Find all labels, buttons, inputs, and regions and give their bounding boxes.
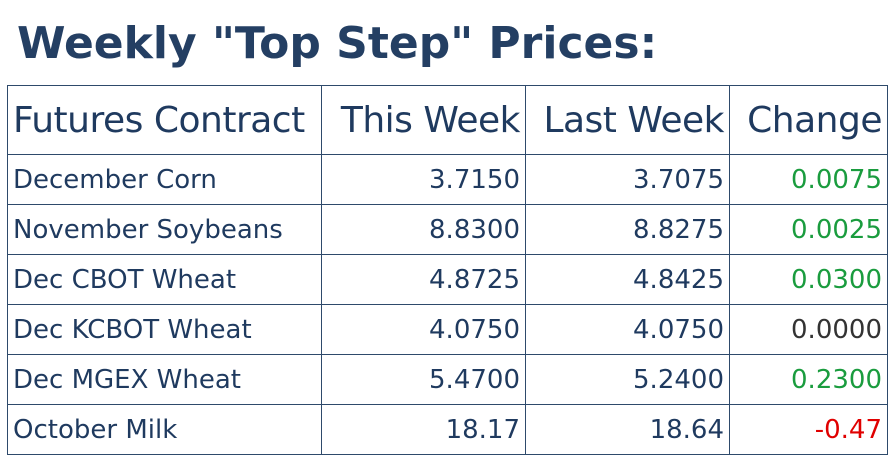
contract-cell: October Milk bbox=[7, 404, 322, 455]
table-row: December Corn 3.7150 3.7075 0.0075 bbox=[7, 154, 888, 205]
change-cell: -0.47 bbox=[729, 404, 888, 455]
table-row: November Soybeans 8.8300 8.8275 0.0025 bbox=[7, 204, 888, 255]
header-row: Futures Contract This Week Last Week Cha… bbox=[7, 85, 888, 155]
contract-cell: Dec CBOT Wheat bbox=[7, 254, 322, 305]
contract-cell: Dec MGEX Wheat bbox=[7, 354, 322, 405]
change-cell: 0.0000 bbox=[729, 304, 888, 355]
table-row: Dec MGEX Wheat 5.4700 5.2400 0.2300 bbox=[7, 354, 888, 405]
this-week-cell: 5.4700 bbox=[321, 354, 526, 405]
last-week-cell: 18.64 bbox=[525, 404, 730, 455]
last-week-cell: 8.8275 bbox=[525, 204, 730, 255]
change-cell: 0.0025 bbox=[729, 204, 888, 255]
change-cell: 0.2300 bbox=[729, 354, 888, 405]
last-week-cell: 4.8425 bbox=[525, 254, 730, 305]
this-week-cell: 8.8300 bbox=[321, 204, 526, 255]
last-week-cell: 5.2400 bbox=[525, 354, 730, 405]
header-change: Change bbox=[729, 85, 888, 155]
table-row: October Milk 18.17 18.64 -0.47 bbox=[7, 404, 888, 455]
this-week-cell: 18.17 bbox=[321, 404, 526, 455]
table-row: Dec CBOT Wheat 4.8725 4.8425 0.0300 bbox=[7, 254, 888, 305]
table-row: Dec KCBOT Wheat 4.0750 4.0750 0.0000 bbox=[7, 304, 888, 355]
contract-cell: December Corn bbox=[7, 154, 322, 205]
change-cell: 0.0300 bbox=[729, 254, 888, 305]
this-week-cell: 4.0750 bbox=[321, 304, 526, 355]
header-this-week: This Week bbox=[321, 85, 526, 155]
header-futures-contract: Futures Contract bbox=[7, 85, 322, 155]
header-last-week: Last Week bbox=[525, 85, 730, 155]
page-title: Weekly "Top Step" Prices: bbox=[17, 18, 658, 69]
last-week-cell: 4.0750 bbox=[525, 304, 730, 355]
prices-table: Futures Contract This Week Last Week Cha… bbox=[7, 85, 888, 455]
contract-cell: Dec KCBOT Wheat bbox=[7, 304, 322, 355]
change-cell: 0.0075 bbox=[729, 154, 888, 205]
this-week-cell: 3.7150 bbox=[321, 154, 526, 205]
this-week-cell: 4.8725 bbox=[321, 254, 526, 305]
contract-cell: November Soybeans bbox=[7, 204, 322, 255]
last-week-cell: 3.7075 bbox=[525, 154, 730, 205]
